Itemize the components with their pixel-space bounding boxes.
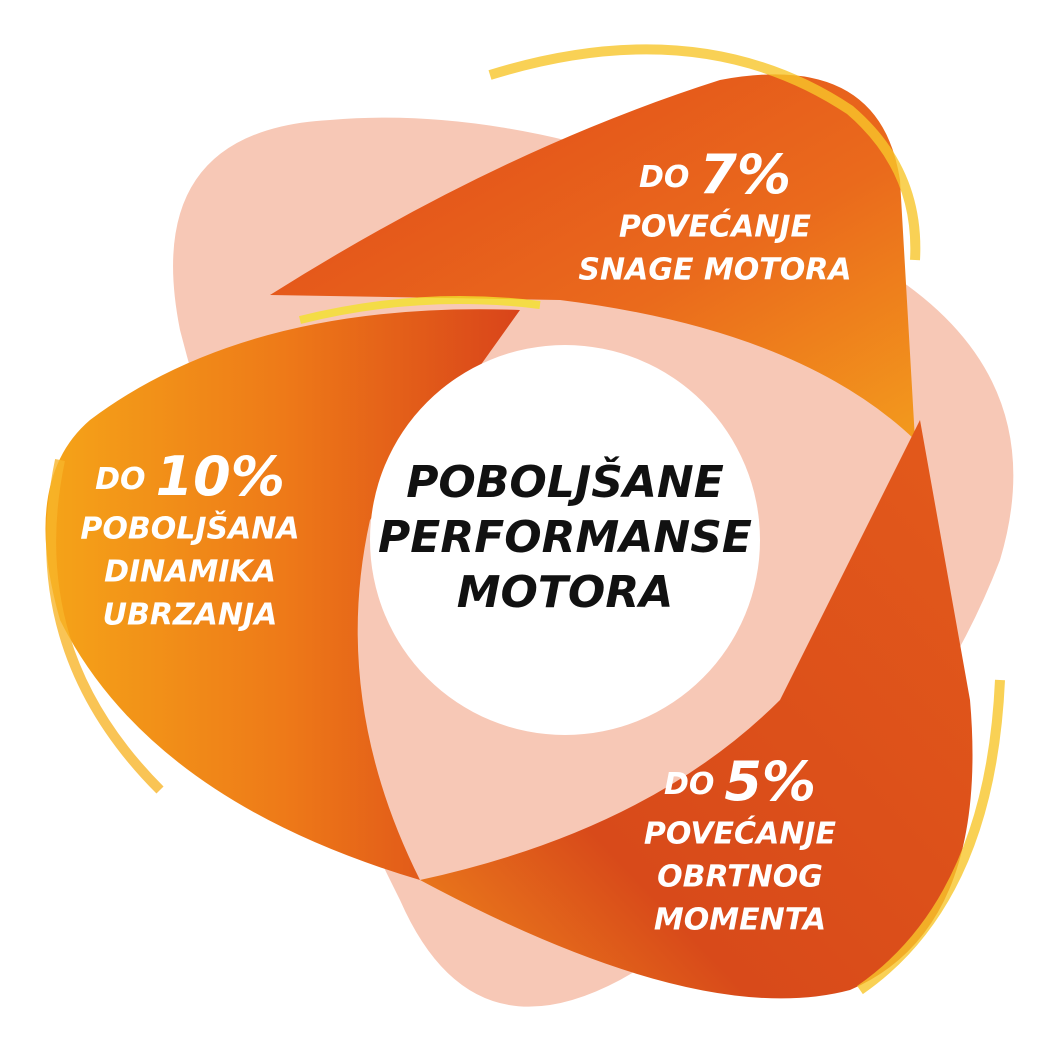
callout-line: MOMENTA (654, 903, 826, 938)
center-title-line: MOTORA (457, 567, 674, 618)
callout-highlight: 10% (156, 445, 285, 508)
callout-prefix: DO (664, 767, 714, 802)
callout-line: DINAMIKA (104, 555, 276, 590)
callout-highlight: 7% (699, 143, 791, 206)
callout-line: UBRZANJA (103, 598, 278, 633)
callout-line: POVEĆANJE (619, 208, 812, 245)
center-title-line: POBOLJŠANE (406, 455, 724, 508)
callout-prefix: DO (639, 160, 689, 195)
infographic: POBOLJŠANEPERFORMANSEMOTORADO7%POVEĆANJE… (0, 0, 1063, 1047)
callout-line: OBRTNOG (657, 860, 823, 895)
callout-line: SNAGE MOTORA (578, 253, 851, 288)
center-title-line: PERFORMANSE (378, 512, 752, 563)
callout-line: POBOLJŠANA (80, 510, 299, 547)
callout-highlight: 5% (724, 750, 816, 813)
callout-prefix: DO (95, 462, 145, 497)
callout-line: POVEĆANJE (644, 815, 837, 852)
